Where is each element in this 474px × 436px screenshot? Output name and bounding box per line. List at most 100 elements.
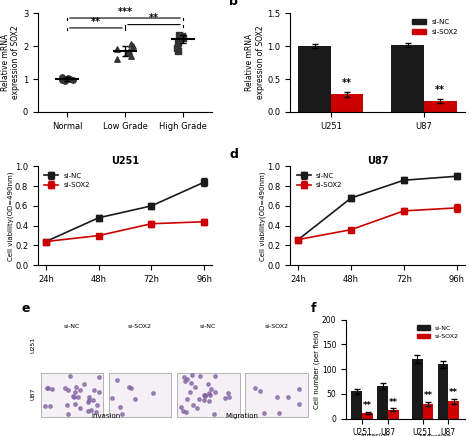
Point	[196, 373, 203, 380]
Point	[288, 434, 296, 436]
Bar	[41, 422, 103, 436]
Point	[204, 380, 212, 387]
Bar	[377, 386, 388, 419]
Point	[125, 384, 133, 391]
Point	[94, 428, 102, 435]
Point	[183, 395, 191, 402]
Bar	[109, 422, 172, 436]
Point	[76, 387, 84, 394]
Text: **: **	[389, 398, 398, 407]
Bar	[331, 94, 364, 112]
Text: ***: ***	[118, 7, 132, 17]
Point	[84, 407, 92, 414]
Point	[180, 408, 187, 415]
Bar	[412, 359, 422, 419]
Point	[189, 372, 196, 379]
Bar	[109, 373, 172, 416]
Point	[76, 425, 83, 432]
Text: **: **	[149, 14, 159, 23]
Point	[257, 432, 265, 436]
Point	[295, 385, 303, 392]
Point	[206, 422, 214, 429]
Point	[76, 405, 84, 412]
Point	[64, 75, 72, 82]
Y-axis label: Cell viability(OD=490nm): Cell viability(OD=490nm)	[260, 171, 266, 261]
Point	[74, 431, 82, 436]
Point	[221, 394, 228, 401]
Point	[175, 31, 183, 38]
Point	[186, 388, 194, 395]
Point	[211, 388, 219, 395]
Text: **: **	[91, 17, 101, 27]
Point	[84, 399, 91, 405]
Bar	[392, 45, 424, 112]
Point	[96, 388, 103, 395]
Point	[69, 427, 76, 434]
Point	[178, 33, 186, 40]
Point	[64, 410, 72, 417]
Bar	[177, 373, 239, 416]
Point	[71, 388, 78, 395]
Point	[74, 393, 82, 400]
Point	[85, 397, 92, 404]
Bar	[41, 373, 103, 416]
Point	[132, 425, 139, 432]
Title: U87: U87	[367, 156, 388, 166]
Point	[81, 381, 88, 388]
Point	[108, 395, 115, 402]
Point	[211, 373, 219, 380]
Point	[225, 394, 232, 401]
Point	[83, 428, 91, 435]
Legend: si-NC, si-SOX2: si-NC, si-SOX2	[410, 17, 461, 37]
Point	[91, 387, 98, 394]
Point	[189, 402, 196, 409]
Text: d: d	[229, 149, 238, 161]
Bar	[362, 412, 373, 419]
Point	[195, 396, 202, 403]
Point	[118, 423, 126, 430]
Point	[62, 77, 69, 84]
Point	[173, 44, 181, 51]
Point	[90, 397, 97, 404]
Text: b: b	[229, 0, 238, 8]
Point	[224, 390, 232, 397]
Bar	[245, 373, 308, 416]
Bar	[245, 422, 308, 436]
Y-axis label: Cell viability(OD=490nm): Cell viability(OD=490nm)	[7, 171, 14, 261]
Point	[177, 432, 185, 436]
Point	[44, 385, 51, 392]
Text: **: **	[363, 401, 372, 410]
Point	[176, 36, 183, 43]
Point	[284, 394, 292, 401]
Y-axis label: Relative mRNA
expression of SOX2: Relative mRNA expression of SOX2	[0, 26, 20, 99]
Point	[261, 410, 268, 417]
Point	[85, 394, 93, 401]
Bar	[438, 364, 448, 419]
Point	[210, 421, 218, 428]
Point	[205, 398, 213, 405]
Point	[64, 423, 72, 430]
Text: si-NC: si-NC	[200, 324, 217, 329]
Point	[56, 426, 64, 433]
Point	[273, 393, 281, 400]
Point	[132, 395, 139, 402]
Point	[201, 397, 208, 404]
Point	[188, 380, 195, 387]
Point	[128, 385, 135, 392]
Point	[206, 392, 214, 399]
Point	[205, 390, 212, 397]
Point	[58, 76, 66, 83]
Text: si-SOX2: si-SOX2	[264, 324, 288, 329]
Legend: si-NC, si-SOX2: si-NC, si-SOX2	[415, 323, 461, 342]
Text: **: **	[449, 388, 458, 397]
Text: f: f	[310, 302, 316, 315]
Bar	[422, 404, 433, 419]
Point	[64, 402, 71, 409]
Point	[113, 46, 120, 53]
Point	[113, 56, 121, 63]
Bar	[298, 46, 331, 112]
Point	[123, 49, 130, 56]
Bar	[388, 410, 399, 419]
Text: e: e	[22, 302, 30, 315]
Point	[72, 384, 80, 391]
